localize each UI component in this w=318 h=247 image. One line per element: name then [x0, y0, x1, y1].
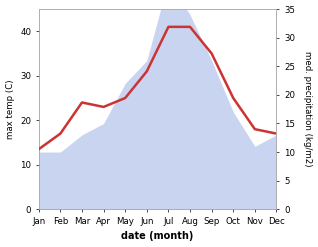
Y-axis label: med. precipitation (kg/m2): med. precipitation (kg/m2): [303, 51, 313, 167]
X-axis label: date (month): date (month): [121, 231, 194, 242]
Y-axis label: max temp (C): max temp (C): [5, 79, 15, 139]
